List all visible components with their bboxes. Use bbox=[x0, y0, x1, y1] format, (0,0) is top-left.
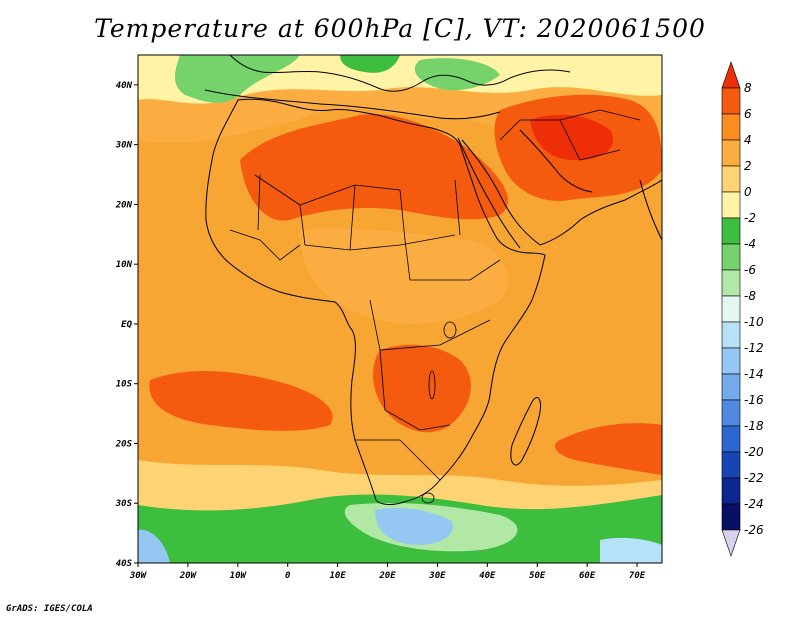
colorbar-segment bbox=[721, 295, 741, 323]
lat-tick-label: 10N bbox=[116, 260, 133, 270]
colorbar-label: 4 bbox=[744, 133, 752, 147]
colorbar-segment bbox=[721, 139, 741, 167]
sahara-warm bbox=[240, 114, 509, 221]
south-cold-west bbox=[138, 529, 170, 563]
lon-tick-label: 10E bbox=[329, 571, 346, 581]
grads-credit: GrADS: IGES/COLA bbox=[6, 604, 93, 614]
colorbar-label: -4 bbox=[744, 237, 756, 251]
lat-tick-label: 30N bbox=[115, 141, 133, 151]
lon-tick-label: 10W bbox=[230, 571, 248, 581]
colorbar-label: -16 bbox=[744, 393, 764, 407]
map-plot: 40N 30N 20N 10N EQ 10S 20S 30S 40S 30W 20W 10W 0 10E… bbox=[115, 54, 764, 581]
colorbar-segment bbox=[721, 217, 741, 245]
colorbar: 8 6 4 2 0 -2 -4 -6 -8 -10 -12 -14 -16 -18 -20 -22 -24 -26 bbox=[721, 61, 764, 557]
map-frame bbox=[137, 54, 663, 564]
lon-tick-label: 20W bbox=[179, 571, 198, 581]
lat-tick-label: 10S bbox=[116, 380, 133, 390]
colorbar-label: -2 bbox=[744, 211, 756, 225]
colorbar-segment bbox=[721, 321, 741, 349]
longitude-axis: 30W 20W 10W 0 10E 20E 30E 40E 50E 60E 70E bbox=[129, 563, 646, 581]
arabia-coast bbox=[461, 139, 662, 246]
lon-tick-label: 30E bbox=[428, 571, 446, 581]
colorbar-label: -8 bbox=[744, 289, 756, 303]
persian-gulf bbox=[519, 129, 593, 193]
colorbar-segment bbox=[721, 165, 741, 193]
colorbar-segment bbox=[721, 529, 741, 557]
colorbar-segment bbox=[721, 477, 741, 505]
lon-tick-label: 20E bbox=[378, 571, 396, 581]
colorbar-label: -6 bbox=[744, 263, 756, 277]
lat-tick-label: 40S bbox=[116, 559, 133, 569]
colorbar-label: -24 bbox=[744, 497, 764, 511]
africa-coastline bbox=[205, 98, 546, 505]
colorbar-segment bbox=[721, 399, 741, 427]
med-coast bbox=[204, 89, 501, 120]
lon-tick-label: 0 bbox=[285, 571, 291, 581]
lon-tick-label: 70E bbox=[629, 571, 646, 581]
lon-tick-label: 40E bbox=[479, 571, 496, 581]
indian-ocean-warm bbox=[555, 423, 662, 475]
colorbar-segment bbox=[721, 87, 741, 115]
lat-tick-label: 30S bbox=[115, 499, 133, 509]
lat-tick-label: 40N bbox=[116, 81, 133, 91]
colorbar-segment bbox=[721, 373, 741, 401]
india-coast bbox=[639, 179, 662, 241]
colorbar-label: 6 bbox=[744, 107, 752, 121]
colorbar-label: 8 bbox=[744, 81, 752, 95]
colorbar-label: -26 bbox=[744, 523, 764, 537]
madagascar bbox=[510, 397, 541, 466]
lon-tick-label: 30W bbox=[129, 571, 148, 581]
colorbar-label: -12 bbox=[744, 341, 764, 355]
colorbar-label: 2 bbox=[744, 159, 752, 173]
southern-africa-warm bbox=[373, 344, 471, 433]
lat-tick-label: 20S bbox=[115, 439, 133, 449]
mediterranean-cool-2 bbox=[414, 58, 500, 91]
arabia-hot bbox=[530, 114, 614, 161]
colorbar-label: -14 bbox=[744, 367, 764, 381]
lakes bbox=[421, 321, 457, 504]
colorbar-segment bbox=[721, 243, 741, 271]
colorbar-segment bbox=[721, 347, 741, 375]
lat-tick-label: EQ bbox=[121, 320, 132, 330]
colorbar-segment bbox=[721, 451, 741, 479]
europe-coast bbox=[229, 55, 571, 92]
latitude-axis: 40N 30N 20N 10N EQ 10S 20S 30S 40S bbox=[115, 81, 138, 569]
colorbar-segment bbox=[721, 425, 741, 453]
lon-tick-label: 50E bbox=[529, 571, 546, 581]
tropical-light bbox=[300, 228, 509, 324]
colorbar-segment bbox=[721, 503, 741, 531]
colorbar-label: -18 bbox=[744, 419, 764, 433]
lon-tick-label: 60E bbox=[579, 571, 596, 581]
colorbar-segment bbox=[721, 191, 741, 219]
south-cold-east bbox=[600, 537, 662, 563]
colorbar-label: -20 bbox=[744, 445, 764, 459]
map-title: Temperature at 600hPa [C], VT: 202006150… bbox=[94, 14, 706, 43]
political-borders bbox=[229, 109, 641, 481]
colorbar-label: -10 bbox=[744, 315, 764, 329]
mediterranean-cool-3 bbox=[340, 55, 400, 73]
colorbar-segment bbox=[721, 269, 741, 297]
colorbar-segment bbox=[721, 113, 741, 141]
temperature-field bbox=[138, 55, 662, 563]
red-sea-coast bbox=[457, 137, 521, 249]
colorbar-segment bbox=[721, 61, 741, 89]
south-cold bbox=[375, 508, 454, 545]
south-atlantic-warm bbox=[149, 370, 333, 431]
mediterranean-cool bbox=[175, 55, 300, 103]
lat-tick-label: 20N bbox=[115, 200, 133, 210]
colorbar-label: 0 bbox=[744, 185, 752, 199]
coastlines bbox=[204, 55, 662, 505]
colorbar-label: -22 bbox=[744, 471, 764, 485]
